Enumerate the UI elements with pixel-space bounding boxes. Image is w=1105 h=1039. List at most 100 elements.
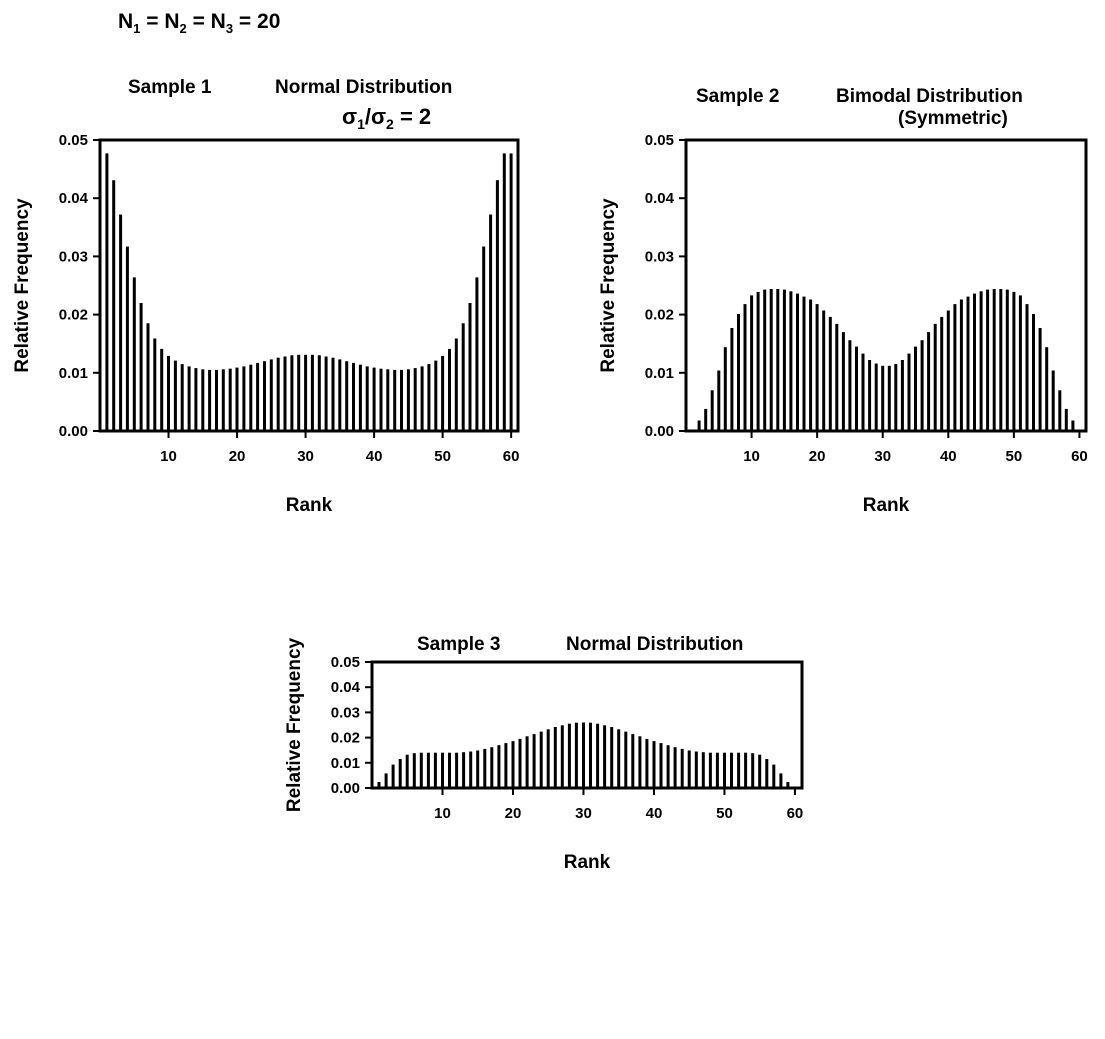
- y-tick-label: 0.05: [59, 132, 88, 149]
- bar: [412, 753, 416, 788]
- x-tick-label: 30: [297, 448, 314, 465]
- bar: [631, 734, 635, 788]
- bar: [208, 369, 212, 431]
- heading-n1: N: [118, 10, 134, 33]
- heading-eq2: = N: [186, 10, 226, 33]
- x-axis-label: Rank: [286, 495, 333, 516]
- bar: [815, 304, 819, 431]
- bar: [221, 369, 225, 431]
- bar: [959, 299, 963, 431]
- bar: [596, 723, 600, 788]
- bar: [610, 727, 614, 788]
- bar: [379, 368, 383, 431]
- y-tick-label: 0.03: [331, 704, 360, 721]
- x-tick-label: 10: [743, 448, 760, 465]
- bar: [848, 340, 852, 431]
- heading-n3-subscript: 3: [225, 21, 234, 37]
- bar: [420, 366, 424, 431]
- heading-n2-subscript: 2: [179, 21, 187, 37]
- bar: [194, 368, 198, 431]
- bar: [426, 752, 430, 788]
- bar: [1005, 289, 1009, 431]
- bar: [772, 764, 776, 788]
- annotation-text: = 2: [394, 104, 431, 129]
- bar: [765, 759, 769, 788]
- bar: [461, 323, 465, 431]
- bar: [263, 361, 266, 431]
- bar: [776, 289, 780, 431]
- y-tick-label: 0.01: [331, 755, 360, 772]
- bar: [539, 731, 543, 788]
- chart-2: 0.00 0.01 0.02 0.03 0.04 0.05 10 20 30 40 50 60 Rank…: [598, 86, 1088, 516]
- bar: [497, 745, 501, 788]
- bar: [659, 743, 663, 788]
- heading-n1-subscript: 1: [133, 21, 141, 37]
- bar: [697, 420, 701, 431]
- y-axis-label: Relative Frequency: [12, 198, 33, 373]
- x-tick-label: 50: [434, 448, 451, 465]
- bar: [441, 355, 445, 431]
- bar: [448, 348, 451, 431]
- bar: [855, 346, 858, 431]
- x-tick-label: 50: [1006, 448, 1023, 465]
- bar: [701, 752, 705, 788]
- bar: [933, 323, 937, 431]
- bar: [652, 741, 656, 788]
- bar: [582, 722, 585, 788]
- bar: [894, 364, 898, 431]
- chart-3: 0.00 0.01 0.02 0.03 0.04 0.05 10 20 30 40 50 60 Rank…: [284, 634, 804, 873]
- bar: [907, 353, 911, 431]
- bar: [694, 751, 698, 788]
- bar: [345, 361, 349, 431]
- bar: [603, 725, 607, 788]
- bar: [290, 355, 294, 431]
- bar: [469, 751, 473, 788]
- bar: [419, 752, 423, 788]
- bar: [249, 364, 253, 431]
- y-tick-label: 0.00: [645, 423, 674, 440]
- bar: [511, 741, 515, 788]
- bar: [966, 296, 970, 431]
- bar: [352, 362, 355, 431]
- chart-title-sample: Sample 3: [417, 634, 500, 655]
- chart-title-sample: Sample 2: [696, 86, 779, 107]
- bar: [304, 354, 308, 431]
- bar: [242, 366, 246, 431]
- sigma-ratio-annotation: σ1/σ2 = 2: [342, 104, 431, 132]
- bar: [427, 364, 431, 431]
- y-tick-label: 0.04: [645, 190, 675, 207]
- y-tick-label: 0.00: [59, 423, 88, 440]
- plot-frame: [684, 138, 1088, 433]
- chart-title-distribution: Normal Distribution: [566, 634, 743, 655]
- annotation-text: σ: [371, 104, 386, 129]
- bar: [730, 328, 734, 431]
- bar: [139, 303, 143, 431]
- bar: [297, 354, 301, 431]
- bar: [809, 299, 813, 431]
- chart-title-distribution: Bimodal Distribution: [836, 86, 1023, 107]
- x-tick-label: 10: [160, 448, 177, 465]
- plot-frame: [370, 660, 804, 790]
- bar: [358, 364, 362, 431]
- heading-eq3: = 20: [233, 10, 281, 33]
- bar: [1051, 370, 1055, 431]
- bar: [927, 332, 931, 431]
- bar: [201, 369, 205, 431]
- bar: [704, 408, 708, 431]
- bar: [887, 365, 891, 431]
- bar: [338, 359, 342, 431]
- bar: [405, 754, 409, 788]
- bar: [509, 153, 513, 431]
- bar: [744, 752, 748, 788]
- bar: [914, 346, 917, 431]
- bar: [125, 246, 129, 431]
- bar: [737, 752, 741, 788]
- bar: [504, 743, 508, 788]
- bar: [828, 316, 832, 431]
- bar: [153, 338, 157, 431]
- bar: [310, 354, 314, 431]
- bar: [730, 752, 733, 788]
- x-tick-label: 20: [229, 448, 246, 465]
- bar: [525, 736, 529, 788]
